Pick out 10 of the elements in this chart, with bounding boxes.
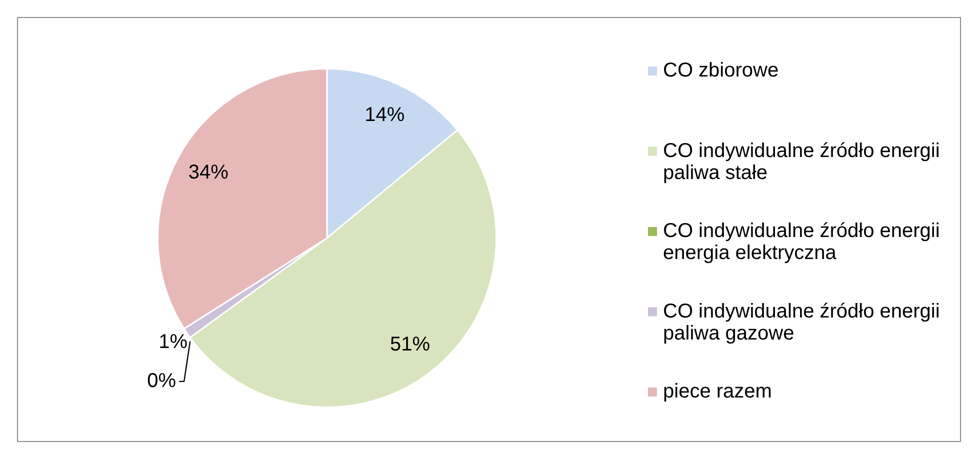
data-label: 14% (364, 104, 405, 126)
legend-label: CO indywidualne źródło energii energia elektryczna (663, 220, 940, 264)
data-label: 51% (390, 334, 430, 356)
legend-label: CO indywidualne źródło energii paliwa stałe (663, 140, 940, 184)
legend-label: piece razem (663, 380, 772, 403)
legend-label: CO indywidualne źródło energii paliwa gazowe (663, 300, 940, 344)
data-label: 1% (158, 331, 188, 354)
legend-label: CO zbiorowe (663, 60, 779, 82)
text: 0% (147, 370, 176, 392)
data-label: 34% (188, 161, 229, 184)
